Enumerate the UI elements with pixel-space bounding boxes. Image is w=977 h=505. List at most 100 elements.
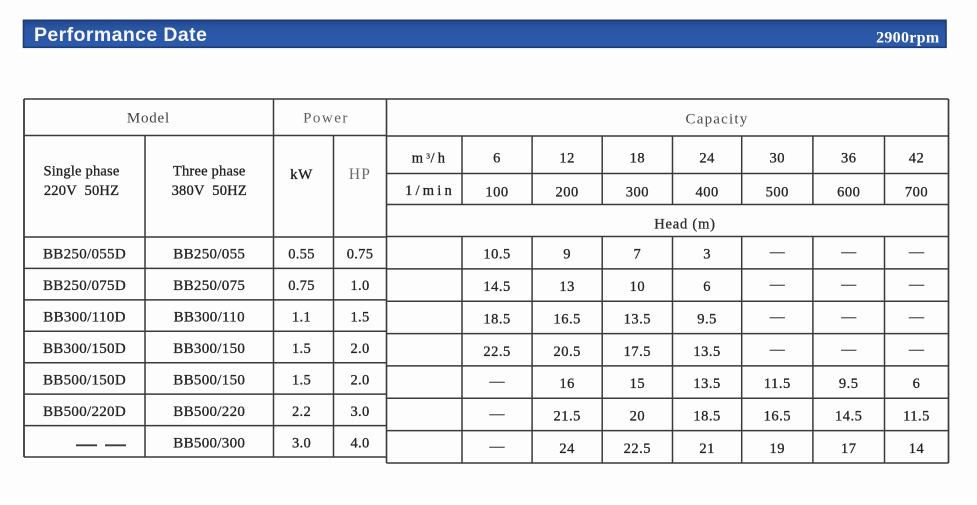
svg-text:16.5: 16.5 — [764, 408, 791, 424]
svg-text:500: 500 — [766, 185, 789, 201]
svg-text:9.5: 9.5 — [697, 311, 717, 327]
svg-text:HP: HP — [349, 166, 371, 183]
svg-text:BB250/075D: BB250/075D — [43, 278, 126, 294]
svg-text:—: — — [769, 342, 786, 358]
svg-text:BB250/055D: BB250/055D — [43, 247, 126, 263]
svg-text:24: 24 — [559, 441, 575, 457]
svg-text:BB500/150D: BB500/150D — [43, 372, 126, 388]
svg-text:19: 19 — [770, 441, 786, 457]
svg-text:16.5: 16.5 — [553, 311, 580, 327]
svg-text:BB500/220: BB500/220 — [173, 404, 245, 420]
svg-text:2.0: 2.0 — [350, 372, 369, 388]
svg-text:—: — — [840, 245, 857, 261]
svg-text:18: 18 — [630, 151, 646, 167]
svg-text:Head (m): Head (m) — [654, 217, 716, 233]
svg-text:1.5: 1.5 — [292, 372, 311, 388]
svg-text:Power: Power — [303, 111, 349, 127]
svg-text:—: — — [769, 277, 786, 293]
svg-text:14.5: 14.5 — [483, 279, 510, 295]
svg-text:—: — — [489, 374, 506, 390]
svg-text:11.5: 11.5 — [764, 376, 791, 392]
svg-text:22.5: 22.5 — [624, 441, 651, 457]
svg-text:1/min: 1/min — [405, 183, 455, 199]
svg-text:400: 400 — [695, 185, 718, 201]
svg-text:3.0: 3.0 — [292, 435, 311, 451]
svg-text:13: 13 — [559, 279, 575, 295]
svg-text:9: 9 — [563, 247, 571, 263]
svg-text:100: 100 — [485, 185, 508, 201]
svg-text:Single phase: Single phase — [43, 164, 119, 180]
svg-text:11.5: 11.5 — [903, 408, 930, 424]
svg-text:Three phase: Three phase — [173, 164, 246, 180]
svg-text:—: — — [489, 406, 506, 422]
svg-text:BB300/150: BB300/150 — [173, 341, 245, 357]
svg-text:4.0: 4.0 — [350, 435, 369, 451]
svg-text:380V 50HZ: 380V 50HZ — [172, 183, 247, 199]
svg-text:—: — — [840, 309, 857, 325]
svg-text:18.5: 18.5 — [693, 408, 720, 424]
svg-text:20.5: 20.5 — [553, 344, 580, 360]
svg-text:1.1: 1.1 — [292, 310, 311, 326]
svg-text:—: — — [840, 277, 857, 293]
svg-text:21: 21 — [699, 441, 715, 457]
svg-text:m3/h: m3/h — [412, 151, 448, 167]
svg-text:0.75: 0.75 — [288, 278, 315, 294]
svg-text:0.75: 0.75 — [347, 247, 374, 263]
svg-text:—: — — [908, 277, 925, 293]
svg-text:BB250/075: BB250/075 — [173, 278, 245, 294]
svg-text:0.55: 0.55 — [288, 247, 315, 263]
svg-text:600: 600 — [837, 185, 860, 201]
svg-text:36: 36 — [841, 151, 857, 167]
svg-text:13.5: 13.5 — [693, 376, 720, 392]
svg-text:1.5: 1.5 — [292, 341, 311, 357]
svg-text:—: — — [489, 439, 506, 455]
svg-text:18.5: 18.5 — [483, 311, 510, 327]
svg-text:21.5: 21.5 — [553, 408, 580, 424]
svg-text:30: 30 — [770, 151, 786, 167]
svg-text:kW: kW — [290, 167, 313, 183]
svg-text:—: — — [908, 342, 925, 358]
svg-text:12: 12 — [559, 151, 575, 167]
svg-text:—: — — [908, 245, 925, 261]
svg-text:6: 6 — [493, 151, 501, 167]
svg-text:16: 16 — [559, 376, 575, 392]
svg-text:24: 24 — [699, 151, 715, 167]
svg-text:BB500/300: BB500/300 — [173, 435, 245, 451]
svg-text:BB500/150: BB500/150 — [173, 372, 245, 388]
svg-text:BB300/110D: BB300/110D — [43, 310, 125, 326]
svg-text:2900rpm: 2900rpm — [876, 30, 940, 47]
svg-text:9.5: 9.5 — [839, 376, 859, 392]
svg-text:6: 6 — [913, 376, 921, 392]
svg-text:6: 6 — [703, 279, 711, 295]
svg-text:200: 200 — [556, 185, 579, 201]
svg-text:BB250/055: BB250/055 — [173, 247, 245, 263]
svg-text:1.0: 1.0 — [350, 278, 369, 294]
svg-text:—: — — [769, 245, 786, 261]
svg-text:700: 700 — [905, 185, 928, 201]
svg-text:Performance Date: Performance Date — [34, 24, 207, 46]
svg-text:17.5: 17.5 — [624, 344, 651, 360]
svg-text:13.5: 13.5 — [693, 344, 720, 360]
svg-text:20: 20 — [630, 408, 646, 424]
svg-text:220V 50HZ: 220V 50HZ — [44, 183, 119, 199]
svg-text:—: — — [908, 309, 925, 325]
svg-text:2.2: 2.2 — [292, 404, 311, 420]
svg-text:22.5: 22.5 — [483, 344, 510, 360]
svg-text:10.5: 10.5 — [483, 247, 510, 263]
svg-text:17: 17 — [841, 441, 857, 457]
svg-text:14: 14 — [909, 441, 925, 457]
svg-text:300: 300 — [626, 185, 649, 201]
svg-text:3.0: 3.0 — [350, 404, 369, 420]
svg-text:Capacity: Capacity — [686, 112, 749, 128]
svg-text:10: 10 — [630, 279, 646, 295]
svg-text:2.0: 2.0 — [350, 341, 369, 357]
svg-text:Model: Model — [127, 111, 170, 127]
svg-text:—: — — [769, 309, 786, 325]
svg-text:BB300/150D: BB300/150D — [43, 341, 126, 357]
svg-text:15: 15 — [630, 376, 646, 392]
svg-text:13.5: 13.5 — [624, 311, 651, 327]
svg-text:42: 42 — [909, 151, 925, 167]
svg-text:BB300/110: BB300/110 — [174, 310, 245, 326]
svg-text:—: — — [840, 342, 857, 358]
svg-text:BB500/220D: BB500/220D — [43, 404, 126, 420]
